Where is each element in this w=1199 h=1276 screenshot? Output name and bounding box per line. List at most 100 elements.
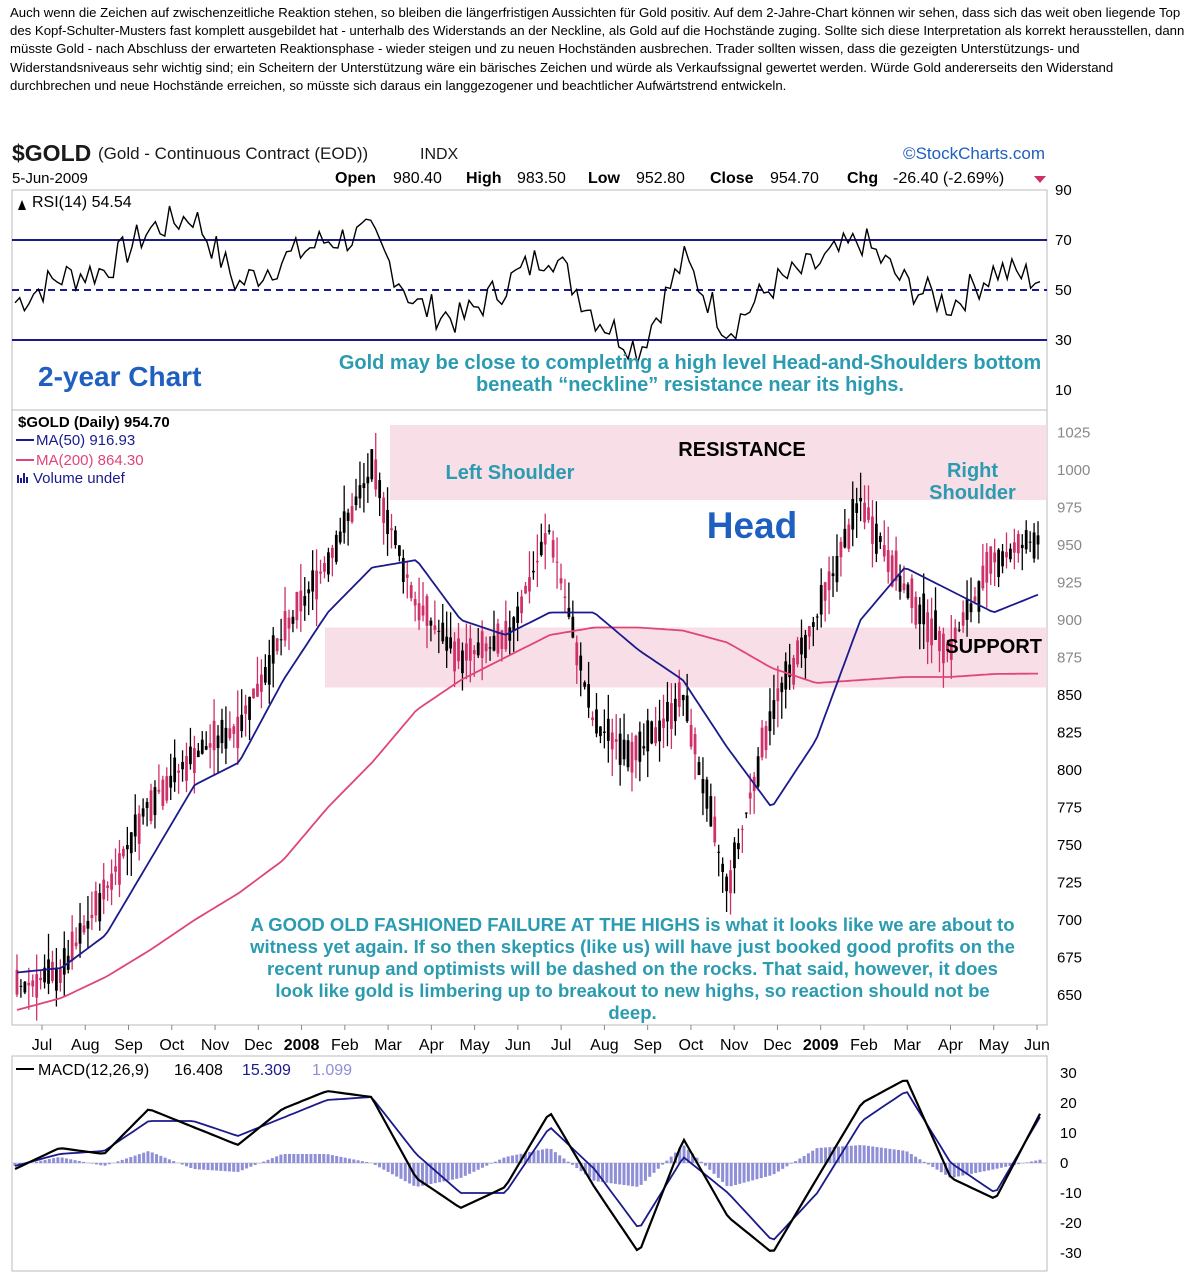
macd-hist-bar [849, 1145, 853, 1163]
macd-hist-bar [854, 1145, 858, 1163]
macd-hist-bar [596, 1163, 600, 1182]
macd-hist-bar [682, 1145, 686, 1163]
price-candle-body [137, 813, 141, 844]
price-candle-body [520, 596, 523, 614]
macd-hist-bar [948, 1163, 952, 1178]
month-tick-label: May [979, 1037, 1009, 1054]
price-candle-body [768, 711, 772, 732]
price-candle-body [287, 617, 291, 629]
price-candle-body [618, 733, 622, 765]
macd-hist-bar [159, 1155, 163, 1163]
macd-hist-bar [768, 1163, 772, 1176]
price-tick-label: 700 [1057, 912, 1082, 929]
macd-hist-bar [300, 1154, 304, 1163]
macd-hist-bar [82, 1161, 86, 1163]
price-tick-label: 950 [1057, 537, 1082, 554]
price-candle-body [110, 873, 113, 890]
price-candle-body [646, 720, 650, 752]
macd-hist-bar [798, 1158, 802, 1163]
price-candle-body [15, 969, 19, 995]
price-candle-body [973, 596, 977, 602]
price-tick-label: 1000 [1057, 462, 1090, 479]
price-candle-body [1005, 552, 1008, 558]
macd-hist-bar [408, 1163, 412, 1184]
macd-hist-bar [433, 1163, 437, 1184]
macd-hist-bar [476, 1163, 480, 1170]
price-candle-body [965, 598, 969, 620]
svg-text:952.80: 952.80 [636, 170, 685, 187]
macd-hist-bar [575, 1163, 579, 1169]
price-candle-body [315, 570, 318, 600]
macd-hist-bar [386, 1163, 390, 1172]
price-candle-body [882, 545, 886, 557]
month-tick-label: Nov [201, 1037, 229, 1054]
price-candle-body [153, 787, 157, 816]
macd-hist-bar [579, 1163, 583, 1172]
price-candle-body [279, 639, 283, 641]
macd-hist-bar [348, 1158, 352, 1163]
price-candle-body [476, 642, 480, 656]
ma50-line [16, 559, 1039, 974]
price-candle-body [764, 726, 768, 751]
rsi-legend: RSI(14) 54.54 [18, 194, 132, 211]
price-candle-body [58, 968, 62, 983]
price-candle-body [543, 533, 547, 545]
price-candle-body [748, 792, 752, 799]
macd-hist-bar [167, 1159, 171, 1163]
macd-hist-bar [905, 1151, 909, 1163]
month-tick-label: Apr [938, 1037, 964, 1054]
price-candle-body [23, 981, 27, 993]
macd-hist-bar [545, 1148, 549, 1163]
macd-hist-bar [287, 1154, 291, 1163]
right-shoulder-label: Right Shoulder [929, 460, 1016, 504]
macd-hist-bar [1025, 1162, 1029, 1163]
macd-hist-bar [90, 1163, 94, 1164]
macd-hist-bar [656, 1163, 660, 1169]
macd-hist-bar [455, 1163, 459, 1179]
price-candle-body [516, 606, 520, 623]
price-candle-body [788, 664, 792, 678]
macd-hist-bar [935, 1163, 939, 1170]
price-candle-body [492, 635, 496, 651]
price-candle-body [697, 762, 701, 775]
macd-hist-bar [34, 1161, 38, 1163]
macd-hist-bar [429, 1163, 433, 1184]
macd-hist-bar [463, 1163, 467, 1176]
price-candle-body [358, 485, 362, 499]
price-candle-body [157, 789, 161, 792]
macd-hist-bar [991, 1163, 995, 1170]
month-tick-label: Jun [1024, 1037, 1050, 1054]
macd-hist-bar [884, 1148, 888, 1163]
price-candle-body [1024, 530, 1028, 550]
price-candle-body [705, 779, 709, 809]
macd-hist-bar [609, 1163, 613, 1184]
month-tick-label: May [459, 1037, 489, 1054]
price-candle-body [405, 574, 409, 578]
price-candle-body [591, 717, 594, 721]
price-tick-label: 975 [1057, 500, 1082, 517]
macd-hist-bar [862, 1145, 866, 1163]
macd-hist-bar [459, 1163, 463, 1178]
price-tick-label: 725 [1057, 875, 1082, 892]
price-candle-body [429, 620, 433, 626]
down-triangle-icon [1034, 176, 1046, 183]
macd-hist-bar [270, 1158, 274, 1163]
macd-hist-bar [305, 1154, 309, 1163]
price-candle-body [145, 801, 149, 808]
rsi-tick-label: 50 [1055, 282, 1072, 299]
macd-hist-bar [734, 1163, 738, 1185]
macd-hist-bar [764, 1163, 768, 1177]
price-candle-body [299, 590, 303, 612]
price-candle-body [445, 636, 449, 651]
price-candle-body [283, 611, 287, 641]
price-candle-body [512, 617, 516, 632]
price-candle-body [204, 746, 208, 750]
price-candle-body [260, 674, 263, 692]
price-legend: $GOLD (Daily) 954.70 MA(50) 916.93 MA(20… [16, 414, 170, 487]
price-candle-body [717, 851, 721, 853]
macd-hist-bar [939, 1163, 943, 1173]
macd-hist-bar [322, 1154, 326, 1163]
svg-text:Open: Open [335, 170, 376, 187]
price-candle-body [875, 523, 878, 554]
macd-hist-bar [480, 1163, 484, 1168]
